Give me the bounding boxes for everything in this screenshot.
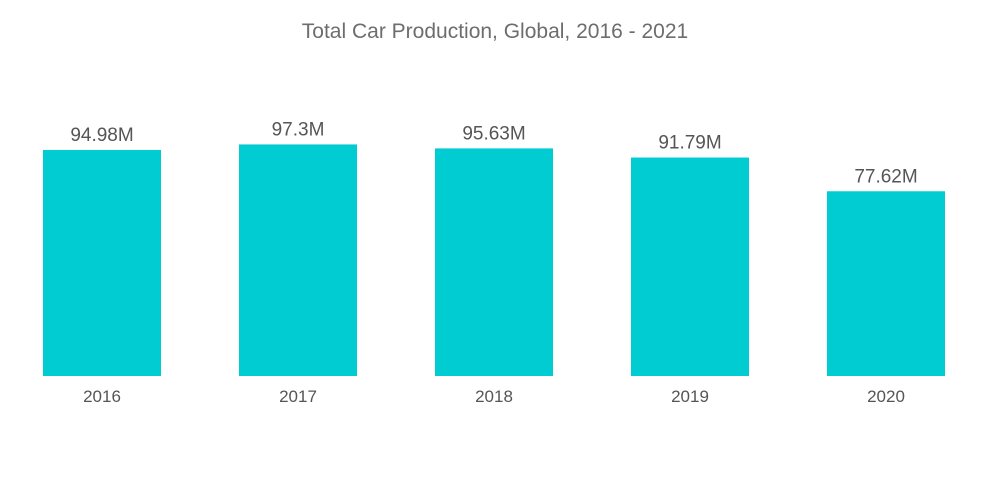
- x-tick-label-2019: 2019: [671, 387, 709, 406]
- bar-2017: [239, 144, 357, 376]
- value-label-2016: 94.98M: [70, 125, 133, 146]
- bar-2016: [43, 149, 161, 376]
- x-tick-label-2018: 2018: [475, 387, 513, 406]
- x-tick-labels-group: 2016 2017 2018 2019 2020: [83, 387, 905, 406]
- x-tick-label-2020: 2020: [867, 387, 905, 406]
- value-label-2018: 95.63M: [462, 123, 525, 144]
- bars-group: [43, 144, 945, 376]
- bar-2018: [435, 148, 553, 376]
- value-label-2017: 97.3M: [272, 119, 325, 140]
- bar-2020: [827, 191, 945, 376]
- value-labels-group: 94.98M 97.3M 95.63M 91.79M 77.62M: [70, 119, 917, 187]
- value-label-2020: 77.62M: [854, 166, 917, 187]
- value-label-2019: 91.79M: [658, 133, 721, 154]
- x-tick-label-2017: 2017: [279, 387, 317, 406]
- x-tick-label-2016: 2016: [83, 387, 121, 406]
- chart-title: Total Car Production, Global, 2016 - 202…: [302, 20, 688, 43]
- bar-2019: [631, 157, 749, 376]
